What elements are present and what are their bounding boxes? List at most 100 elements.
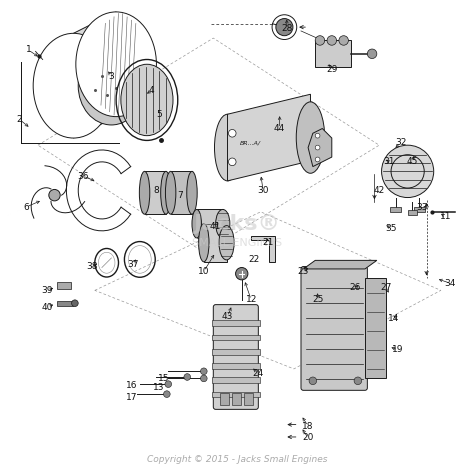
Text: 34: 34 [445, 279, 456, 288]
Text: 33: 33 [416, 203, 428, 211]
Text: 42: 42 [374, 186, 385, 195]
Text: 45: 45 [407, 158, 418, 166]
Bar [212, 320, 260, 326]
Text: 39: 39 [42, 286, 53, 295]
Text: 13: 13 [153, 384, 164, 392]
Text: BR...A/: BR...A/ [239, 140, 260, 145]
Text: 16: 16 [126, 381, 137, 390]
Circle shape [201, 368, 207, 375]
Text: SMALL ENGINES: SMALL ENGINES [192, 238, 282, 248]
Ellipse shape [33, 33, 114, 138]
Bar [244, 393, 253, 405]
Text: 27: 27 [381, 284, 392, 292]
Ellipse shape [76, 12, 156, 117]
Bar [315, 40, 351, 67]
Polygon shape [204, 224, 227, 262]
Ellipse shape [296, 102, 325, 173]
Ellipse shape [214, 114, 240, 181]
Ellipse shape [165, 171, 176, 214]
Bar [212, 363, 260, 369]
FancyBboxPatch shape [213, 305, 258, 409]
Polygon shape [171, 171, 192, 214]
Text: 36: 36 [77, 172, 89, 180]
Ellipse shape [192, 209, 201, 238]
Text: Copyright © 2015 - Jacks Small Engines: Copyright © 2015 - Jacks Small Engines [147, 455, 327, 464]
Text: 3: 3 [109, 72, 114, 80]
Bar [212, 335, 260, 340]
Ellipse shape [139, 171, 150, 214]
Text: 31: 31 [383, 158, 394, 166]
Text: 2: 2 [16, 115, 22, 123]
Text: 5: 5 [156, 110, 162, 119]
Text: 23: 23 [298, 267, 309, 276]
Text: 1: 1 [26, 46, 31, 54]
Text: 26: 26 [350, 284, 361, 292]
Circle shape [164, 391, 170, 397]
Bar [212, 392, 260, 397]
Ellipse shape [78, 47, 145, 125]
Bar [365, 278, 386, 378]
Bar [390, 207, 401, 212]
Text: 37: 37 [127, 260, 138, 268]
Bar [220, 393, 229, 405]
Bar [232, 393, 241, 405]
Ellipse shape [216, 209, 230, 238]
Polygon shape [251, 236, 275, 262]
Text: 22: 22 [248, 255, 259, 264]
Text: 18: 18 [302, 422, 314, 430]
Bar [57, 282, 71, 289]
Polygon shape [303, 260, 377, 269]
Circle shape [184, 374, 191, 380]
Text: 6: 6 [23, 203, 29, 211]
Text: 44: 44 [274, 124, 285, 133]
Circle shape [49, 189, 60, 201]
Text: 19: 19 [392, 346, 404, 354]
Text: 40: 40 [42, 303, 53, 311]
Ellipse shape [199, 224, 209, 262]
Circle shape [382, 145, 434, 198]
Circle shape [354, 377, 362, 385]
Text: 12: 12 [246, 296, 257, 304]
Circle shape [367, 49, 377, 59]
Text: 41: 41 [210, 222, 221, 230]
Ellipse shape [187, 171, 197, 214]
Ellipse shape [121, 64, 173, 136]
Text: 21: 21 [262, 238, 273, 247]
FancyBboxPatch shape [301, 267, 367, 390]
Circle shape [165, 381, 172, 387]
Text: 28: 28 [281, 24, 292, 33]
Text: 17: 17 [126, 393, 137, 402]
Circle shape [327, 36, 337, 45]
Ellipse shape [219, 226, 234, 260]
Text: 35: 35 [385, 224, 397, 233]
Text: 8: 8 [154, 186, 159, 195]
Circle shape [201, 375, 207, 382]
Text: 30: 30 [257, 186, 269, 195]
Polygon shape [197, 209, 223, 238]
Text: 32: 32 [395, 139, 406, 147]
Text: Jacks®: Jacks® [193, 214, 281, 234]
Polygon shape [308, 129, 332, 167]
Circle shape [228, 158, 236, 166]
Circle shape [315, 157, 320, 162]
Circle shape [276, 19, 293, 36]
Circle shape [236, 268, 248, 280]
Circle shape [315, 36, 325, 45]
Polygon shape [145, 171, 166, 214]
Polygon shape [73, 12, 116, 138]
Text: 7: 7 [177, 191, 183, 199]
Text: 15: 15 [158, 374, 169, 383]
Bar [414, 207, 425, 212]
Circle shape [339, 36, 348, 45]
Ellipse shape [161, 171, 171, 214]
Text: 11: 11 [440, 212, 451, 221]
Bar [212, 377, 260, 383]
Circle shape [315, 145, 320, 150]
Circle shape [72, 300, 78, 307]
Text: 4: 4 [149, 86, 155, 95]
Text: 38: 38 [87, 262, 98, 271]
Text: 10: 10 [198, 267, 210, 276]
Text: 24: 24 [253, 369, 264, 378]
Bar [408, 210, 417, 215]
Text: 20: 20 [302, 434, 314, 442]
